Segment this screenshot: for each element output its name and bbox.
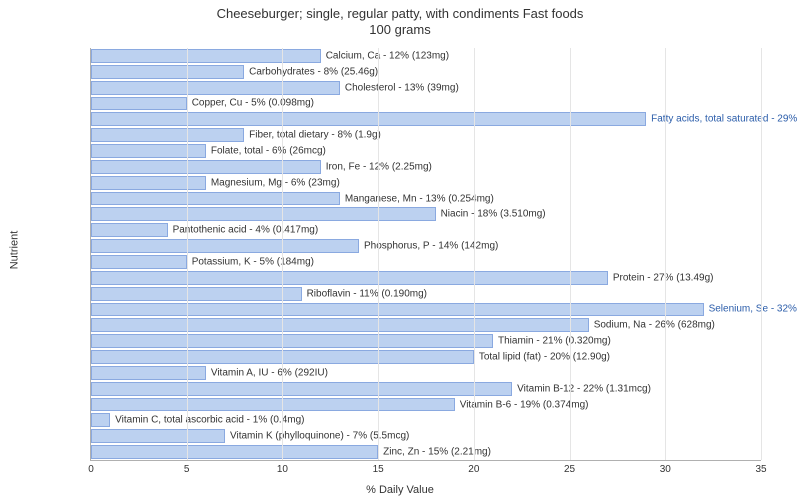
- grid-line: [282, 48, 283, 460]
- bar-row: Vitamin A, IU - 6% (292IU): [91, 365, 761, 381]
- bar-row: Iron, Fe - 12% (2.25mg): [91, 159, 761, 175]
- bar: [91, 81, 340, 95]
- bar-row: Niacin - 18% (3.510mg): [91, 206, 761, 222]
- bar: [91, 176, 206, 190]
- bar-row: Total lipid (fat) - 20% (12.90g): [91, 349, 761, 365]
- bar-row: Manganese, Mn - 13% (0.254mg): [91, 191, 761, 207]
- bar-row: Cholesterol - 13% (39mg): [91, 80, 761, 96]
- bar-row: Protein - 27% (13.49g): [91, 270, 761, 286]
- y-axis-label: Nutrient: [8, 231, 20, 270]
- bar-label: Calcium, Ca - 12% (123mg): [321, 50, 449, 61]
- bar-row: Vitamin K (phylloquinone) - 7% (5.5mcg): [91, 428, 761, 444]
- bar-label: Magnesium, Mg - 6% (23mg): [206, 177, 340, 188]
- bar-row: Phosphorus, P - 14% (142mg): [91, 238, 761, 254]
- bar-label: Cholesterol - 13% (39mg): [340, 82, 459, 93]
- bar: [91, 334, 493, 348]
- bar: [91, 366, 206, 380]
- bar: [91, 445, 378, 459]
- bar-label: Iron, Fe - 12% (2.25mg): [321, 161, 432, 172]
- grid-line: [761, 48, 762, 460]
- bar: [91, 128, 244, 142]
- x-tick-label: 5: [184, 464, 190, 475]
- bar: [91, 160, 321, 174]
- grid-line: [570, 48, 571, 460]
- grid-line: [474, 48, 475, 460]
- bars-layer: Calcium, Ca - 12% (123mg) Carbohydrates -…: [91, 48, 761, 460]
- x-tick-label: 0: [88, 464, 94, 475]
- bar: [91, 49, 321, 63]
- bar: [91, 255, 187, 269]
- grid-line: [187, 48, 188, 460]
- bar-row: Carbohydrates - 8% (25.46g): [91, 64, 761, 80]
- bar-label: Potassium, K - 5% (184mg): [187, 256, 314, 267]
- bar-label: Copper, Cu - 5% (0.098mg): [187, 98, 314, 109]
- bar-label: Vitamin A, IU - 6% (292IU): [206, 367, 328, 378]
- grid-line: [665, 48, 666, 460]
- bar: [91, 429, 225, 443]
- x-tick-label: 15: [373, 464, 384, 475]
- bar-label: Selenium, Se - 32% (22.7mcg): [704, 304, 800, 315]
- bar-row: Riboflavin - 11% (0.190mg): [91, 286, 761, 302]
- bar-row: Magnesium, Mg - 6% (23mg): [91, 175, 761, 191]
- bar-label: Total lipid (fat) - 20% (12.90g): [474, 351, 610, 362]
- bar: [91, 303, 704, 317]
- bar-row: Sodium, Na - 26% (628mg): [91, 317, 761, 333]
- bar: [91, 287, 302, 301]
- bar: [91, 65, 244, 79]
- bar: [91, 239, 359, 253]
- chart-title-line1: Cheeseburger; single, regular patty, wit…: [217, 6, 584, 21]
- bar-label: Niacin - 18% (3.510mg): [436, 209, 546, 220]
- bar-row: Pantothenic acid - 4% (0.417mg): [91, 222, 761, 238]
- bar-row: Copper, Cu - 5% (0.098mg): [91, 96, 761, 112]
- bar-label: Vitamin K (phylloquinone) - 7% (5.5mcg): [225, 431, 409, 442]
- plot-area: Calcium, Ca - 12% (123mg) Carbohydrates -…: [90, 48, 761, 461]
- bar-label: Riboflavin - 11% (0.190mg): [302, 288, 427, 299]
- bar-label: Fiber, total dietary - 8% (1.9g): [244, 130, 381, 141]
- y-axis-label-wrap: Nutrient: [4, 0, 24, 500]
- bar-row: Selenium, Se - 32% (22.7mcg): [91, 302, 761, 318]
- bar-row: Fatty acids, total saturated - 29% (5.79…: [91, 111, 761, 127]
- bar-label: Pantothenic acid - 4% (0.417mg): [168, 225, 319, 236]
- bar-label: Vitamin B-12 - 22% (1.31mcg): [512, 383, 651, 394]
- bar-label: Vitamin C, total ascorbic acid - 1% (0.4…: [110, 415, 304, 426]
- x-tick-label: 35: [755, 464, 766, 475]
- bar-label: Folate, total - 6% (26mcg): [206, 145, 326, 156]
- bar: [91, 192, 340, 206]
- bar: [91, 207, 436, 221]
- bar: [91, 318, 589, 332]
- bar-row: Fiber, total dietary - 8% (1.9g): [91, 127, 761, 143]
- bar-label: Fatty acids, total saturated - 29% (5.79…: [646, 114, 800, 125]
- bar-row: Vitamin B-12 - 22% (1.31mcg): [91, 381, 761, 397]
- bar-label: Manganese, Mn - 13% (0.254mg): [340, 193, 494, 204]
- bar-label: Phosphorus, P - 14% (142mg): [359, 241, 498, 252]
- bar: [91, 112, 646, 126]
- bar: [91, 271, 608, 285]
- bar-label: Thiamin - 21% (0.320mg): [493, 336, 611, 347]
- nutrient-chart: Cheeseburger; single, regular patty, wit…: [0, 0, 800, 500]
- x-axis-label: % Daily Value: [0, 484, 800, 496]
- x-tick-label: 20: [468, 464, 479, 475]
- bar: [91, 97, 187, 111]
- bar-label: Protein - 27% (13.49g): [608, 272, 714, 283]
- bar-row: Thiamin - 21% (0.320mg): [91, 333, 761, 349]
- x-tick-label: 25: [564, 464, 575, 475]
- chart-title-line2: 100 grams: [369, 22, 430, 37]
- bar-row: Vitamin B-6 - 19% (0.374mg): [91, 397, 761, 413]
- bar-label: Sodium, Na - 26% (628mg): [589, 320, 715, 331]
- bar-label: Carbohydrates - 8% (25.46g): [244, 66, 378, 77]
- bar: [91, 398, 455, 412]
- bar: [91, 144, 206, 158]
- x-tick-label: 10: [277, 464, 288, 475]
- chart-title: Cheeseburger; single, regular patty, wit…: [0, 6, 800, 39]
- bar: [91, 223, 168, 237]
- bar-row: Calcium, Ca - 12% (123mg): [91, 48, 761, 64]
- x-tick-label: 30: [660, 464, 671, 475]
- bar-row: Potassium, K - 5% (184mg): [91, 254, 761, 270]
- bar: [91, 413, 110, 427]
- bar-row: Folate, total - 6% (26mcg): [91, 143, 761, 159]
- bar-row: Vitamin C, total ascorbic acid - 1% (0.4…: [91, 412, 761, 428]
- bar: [91, 382, 512, 396]
- grid-line: [378, 48, 379, 460]
- bar-row: Zinc, Zn - 15% (2.21mg): [91, 444, 761, 460]
